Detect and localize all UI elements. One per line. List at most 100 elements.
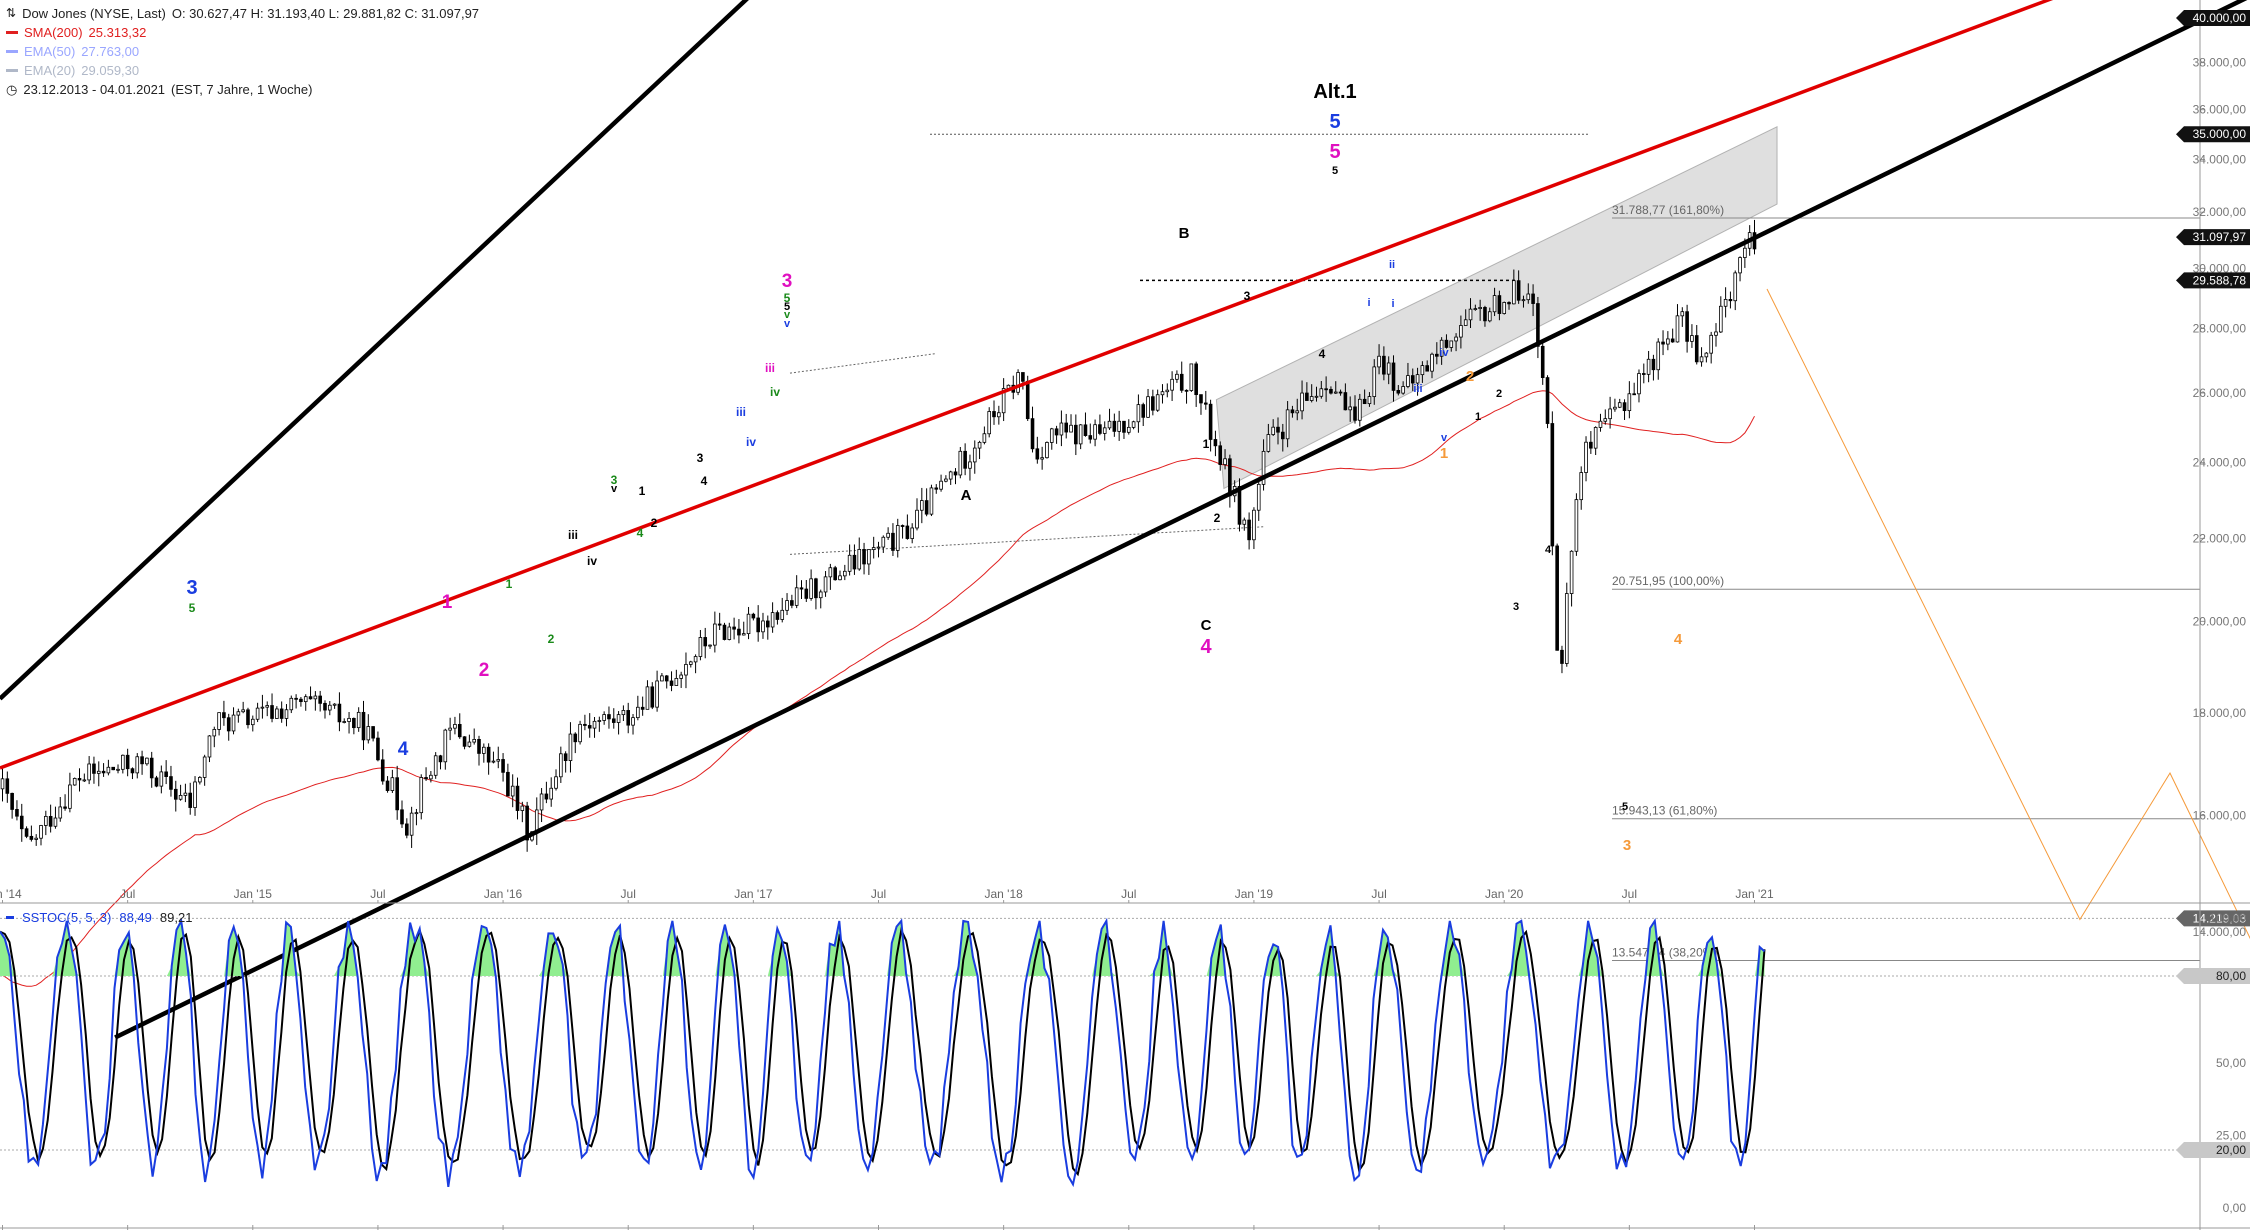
legend-ema50[interactable]: EMA(50) 27.763,00 xyxy=(6,42,479,61)
candle-body xyxy=(207,735,212,758)
candle-body xyxy=(501,759,505,773)
price-tick-label: 36.000,00 xyxy=(2193,103,2247,117)
candle-body xyxy=(1324,388,1328,391)
candle-body xyxy=(886,532,890,538)
wave-label: iv xyxy=(770,385,780,399)
candle-body xyxy=(1261,450,1266,485)
wave-label: 2 xyxy=(479,660,490,681)
candle-body xyxy=(1083,424,1088,436)
candle-body xyxy=(77,778,82,781)
candle-body xyxy=(818,591,823,599)
candle-body xyxy=(510,785,515,797)
candle-body xyxy=(1704,352,1709,358)
wave-label: iv xyxy=(746,435,756,449)
candle-body xyxy=(1699,356,1704,363)
candle-body xyxy=(1454,336,1458,342)
stoch-level-tag xyxy=(2176,1142,2250,1158)
candle-body xyxy=(145,757,149,765)
price-tag-shape xyxy=(2176,126,2250,143)
time-tick-label: Jul xyxy=(1371,887,1386,901)
candle-body xyxy=(1728,298,1733,302)
candle-body xyxy=(867,549,871,565)
candle-body xyxy=(597,720,602,722)
candle-body xyxy=(1675,315,1680,343)
candle-body xyxy=(438,755,443,763)
candle-body xyxy=(929,487,934,515)
candle-body xyxy=(1545,377,1550,424)
wave-label: 2 xyxy=(651,516,658,530)
candle-body xyxy=(202,756,207,778)
candle-body xyxy=(915,509,919,529)
wave-label: 2 xyxy=(1496,388,1502,400)
candle-body xyxy=(972,447,977,463)
candle-body xyxy=(361,711,366,741)
candle-body xyxy=(1690,335,1694,342)
candle-body xyxy=(655,680,659,708)
candle-body xyxy=(1459,325,1463,338)
candle-body xyxy=(1492,295,1497,313)
candle-body xyxy=(838,575,842,581)
price-tick-label: 22.000,00 xyxy=(2193,531,2247,545)
candle-body xyxy=(106,766,111,774)
candle-body xyxy=(910,527,914,539)
candle-body xyxy=(409,812,414,836)
ema50-swatch xyxy=(6,50,18,53)
candle-body xyxy=(462,736,467,747)
wave-label: 4 xyxy=(1674,631,1683,648)
wave-label: iii xyxy=(765,361,775,375)
candle-body xyxy=(953,471,958,476)
candle-body xyxy=(198,777,202,783)
price-tick-label: 20.000,00 xyxy=(2193,614,2247,628)
candle-body xyxy=(1175,373,1179,380)
candle-body xyxy=(1131,421,1136,428)
candle-body xyxy=(982,433,987,443)
candle-body xyxy=(713,623,717,646)
candle-body xyxy=(1126,426,1131,433)
fib-level-label: 31.788,77 (161,80%) xyxy=(1612,203,1724,217)
candle-body xyxy=(1069,424,1073,433)
legend-sma[interactable]: SMA(200) 25.313,32 xyxy=(6,23,479,42)
price-tag-shape xyxy=(2176,272,2250,289)
candle-body xyxy=(621,710,626,716)
candle-body xyxy=(1613,406,1617,410)
candle-body xyxy=(1300,392,1304,412)
candle-body xyxy=(1093,424,1097,440)
legend-range: ◷ 23.12.2013 - 04.01.2021 (EST, 7 Jahre,… xyxy=(6,80,479,99)
candle-body xyxy=(173,788,178,800)
candle-body xyxy=(424,777,428,780)
candle-body xyxy=(1030,418,1035,450)
candle-body xyxy=(1160,391,1165,396)
fibonacci-levels: 31.788,77 (161,80%)20.751,95 (100,00%)15… xyxy=(0,133,2200,961)
wave-label: 3 xyxy=(1244,289,1251,303)
candle-body xyxy=(544,793,549,800)
price-tag-label: 14.219,03 xyxy=(2193,911,2247,925)
candle-body xyxy=(260,706,265,709)
candle-body xyxy=(746,613,751,635)
red-trendline xyxy=(0,0,2054,770)
time-tick-label: Jan '15 xyxy=(234,887,273,901)
chart-settings-icon[interactable]: ⇅ xyxy=(6,6,17,20)
candle-body xyxy=(785,600,789,611)
legend-ema20[interactable]: EMA(20) 29.059,30 xyxy=(6,61,479,80)
price-tick-label: 14.000,00 xyxy=(2193,925,2247,939)
price-tick-label: 30.000,00 xyxy=(2193,261,2247,275)
wave-label: 1 xyxy=(639,484,646,498)
candle-body xyxy=(347,717,351,722)
candle-body xyxy=(987,411,992,435)
price-tick-label: 28.000,00 xyxy=(2193,321,2247,335)
candle-body xyxy=(116,768,120,771)
candle-body xyxy=(92,763,96,774)
candle-body xyxy=(823,576,828,593)
candle-body xyxy=(891,532,895,551)
candle-body xyxy=(592,720,597,729)
candle-body xyxy=(1560,649,1564,664)
candle-body xyxy=(761,620,765,633)
candle-body xyxy=(1550,423,1555,547)
candle-body xyxy=(1651,358,1656,371)
candle-body xyxy=(1266,434,1271,452)
candle-body xyxy=(270,705,274,719)
candle-body xyxy=(1218,445,1223,465)
stochastic-legend[interactable]: SSTOC(5, 5, 3) 88,49 89,21 xyxy=(6,910,192,925)
candle-body xyxy=(275,708,279,719)
time-tick-label: Jan '20 xyxy=(1485,887,1524,901)
